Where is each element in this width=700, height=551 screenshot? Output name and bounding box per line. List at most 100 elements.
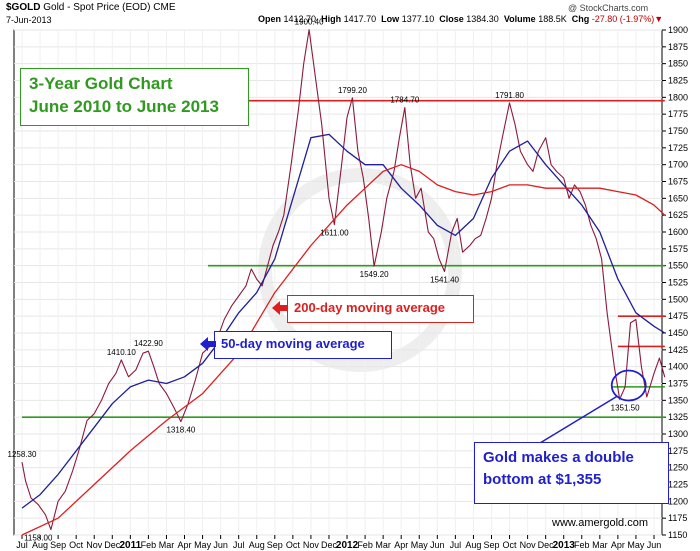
symbol: $GOLD: [6, 2, 41, 13]
close-label: Close: [439, 14, 464, 24]
double-bottom-line1: Gold makes a double: [483, 449, 634, 466]
x-tick-label: Jun: [430, 540, 445, 550]
x-tick-label: Apr: [611, 540, 625, 550]
ohlc-readout: Open 1412.70 High 1417.70 Low 1377.10 Cl…: [258, 14, 664, 24]
x-tick-label: Feb: [574, 540, 590, 550]
y-tick-label: 1875: [668, 42, 688, 52]
point-label: 1784.70: [390, 96, 419, 105]
y-tick-label: 1225: [668, 480, 688, 490]
header-title: $GOLD Gold - Spot Price (EOD) CME: [6, 2, 176, 13]
watermark-text: @ StockCharts.com: [568, 3, 649, 13]
x-tick-label: 2012: [336, 540, 359, 551]
x-tick-label: Oct: [286, 540, 301, 550]
y-tick-label: 1525: [668, 278, 688, 288]
chart-title-line2: June 2010 to June 2013: [29, 97, 219, 116]
y-tick-label: 1775: [668, 109, 688, 119]
y-tick-label: 1600: [668, 227, 688, 237]
y-tick-label: 1675: [668, 177, 688, 187]
y-tick-label: 1250: [668, 463, 688, 473]
y-tick-label: 1475: [668, 311, 688, 321]
y-tick-label: 1650: [668, 193, 688, 203]
double-bottom-circle: [610, 369, 647, 402]
point-label: 1799.20: [338, 86, 367, 95]
x-tick-label: Sep: [267, 540, 283, 550]
volume-label: Volume: [503, 14, 536, 24]
x-tick-label: Jun: [647, 540, 662, 550]
y-tick-label: 1800: [668, 92, 688, 102]
x-tick-label: Aug: [249, 540, 265, 550]
header-date: 7-Jun-2013: [6, 15, 52, 25]
x-tick-label: Feb: [357, 540, 373, 550]
ma200-label: 200-day moving average: [294, 300, 446, 315]
y-tick-label: 1175: [668, 513, 687, 523]
y-tick-label: 1500: [668, 294, 688, 304]
y-tick-label: 1725: [668, 143, 688, 153]
x-tick-label: Nov: [520, 540, 537, 550]
point-label: 1258.30: [8, 450, 37, 459]
ma200-arrow-icon: [272, 301, 288, 315]
y-tick-label: 1425: [668, 345, 688, 355]
y-tick-label: 1625: [668, 210, 688, 220]
website-credit: www.amergold.com: [552, 517, 648, 529]
x-tick-label: May: [194, 540, 212, 550]
ma200-label-box: 200-day moving average: [287, 295, 474, 323]
x-tick-label: Jul: [233, 540, 245, 550]
exchange: CME: [153, 2, 176, 13]
x-tick-label: Feb: [141, 540, 157, 550]
y-tick-label: 1375: [668, 379, 688, 389]
x-tick-label: Sep: [50, 540, 66, 550]
series-ma50: [21, 133, 666, 509]
x-tick-label: Mar: [592, 540, 608, 550]
chart-title-line1: 3-Year Gold Chart: [29, 74, 173, 93]
point-label: 1541.40: [430, 275, 459, 284]
y-tick-label: 1575: [668, 244, 688, 254]
x-tick-label: Jul: [450, 540, 462, 550]
x-tick-label: Dec: [321, 540, 338, 550]
high-label: High: [321, 14, 342, 24]
point-label: 1611.00: [320, 229, 349, 238]
x-tick-label: Dec: [104, 540, 121, 550]
chg-value: -27.80 (-1.97%): [591, 14, 655, 24]
point-label: 1422.90: [134, 339, 163, 348]
double-bottom-callout: Gold makes a double bottom at $1,355: [474, 442, 669, 504]
high-value: 1417.70: [343, 14, 377, 24]
y-tick-label: 1900: [668, 25, 688, 35]
open-label: Open: [258, 14, 282, 24]
point-label: 1318.40: [166, 426, 195, 435]
double-bottom-pointer: [539, 395, 618, 444]
ma50-label: 50-day moving average: [221, 336, 365, 351]
ma50-label-box: 50-day moving average: [214, 331, 392, 359]
x-tick-label: Oct: [503, 540, 518, 550]
y-tick-label: 1325: [668, 412, 688, 422]
low-label: Low: [381, 14, 400, 24]
x-tick-label: Sep: [483, 540, 499, 550]
x-tick-label: May: [411, 540, 429, 550]
y-tick-label: 1550: [668, 261, 688, 271]
y-tick-label: 1275: [668, 446, 688, 456]
x-tick-label: Nov: [303, 540, 320, 550]
x-tick-label: Aug: [465, 540, 481, 550]
x-tick-label: Jun: [213, 540, 228, 550]
x-tick-label: 2013: [553, 540, 576, 551]
point-label: 1410.10: [107, 348, 136, 357]
x-tick-label: Jul: [16, 540, 28, 550]
point-label: 1549.20: [360, 270, 389, 279]
point-label: 1351.50: [611, 403, 640, 412]
y-tick-label: 1200: [668, 496, 688, 506]
series-ma200: [21, 164, 666, 536]
point-label: 1791.80: [495, 91, 524, 100]
double-bottom-line2: bottom at $1,355: [483, 471, 602, 488]
point-label: 1900.40: [295, 18, 324, 27]
open-value: 1412.70: [283, 14, 317, 24]
chart-title-box: 3-Year Gold Chart June 2010 to June 2013: [20, 68, 249, 126]
y-tick-label: 1300: [668, 429, 688, 439]
close-value: 1384.30: [466, 14, 499, 24]
volume-value: 188.5K: [538, 14, 567, 24]
x-tick-label: Dec: [538, 540, 555, 550]
point-label: 1158.00: [24, 534, 53, 543]
y-tick-label: 1700: [668, 160, 688, 170]
description: Gold - Spot Price (EOD): [43, 2, 151, 13]
x-tick-label: Nov: [86, 540, 103, 550]
x-tick-label: Mar: [375, 540, 391, 550]
x-tick-label: Mar: [159, 540, 175, 550]
